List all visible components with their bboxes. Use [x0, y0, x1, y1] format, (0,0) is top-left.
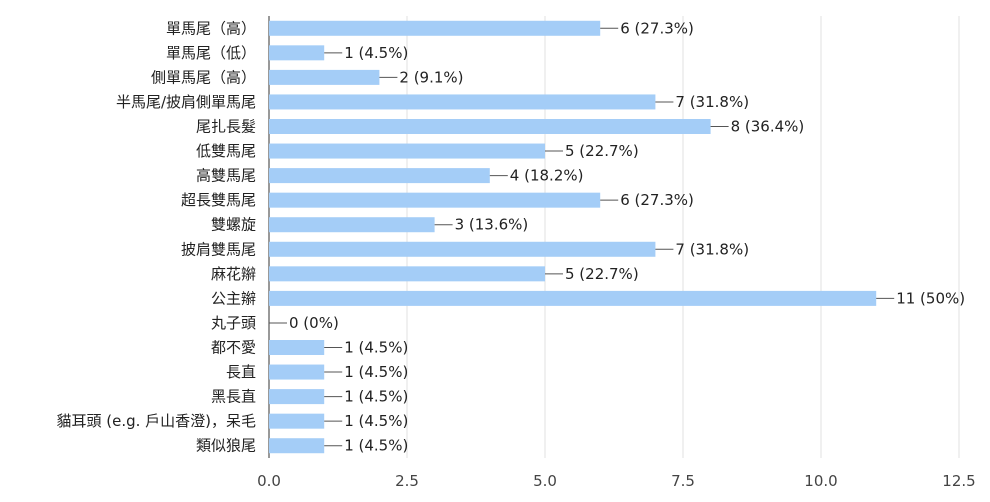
x-tick-label: 5.0: [533, 472, 557, 490]
category-label: 長直: [226, 363, 256, 381]
category-label: 半馬尾/披肩側單馬尾: [116, 93, 256, 111]
bar: [269, 143, 545, 159]
category-label: 超長雙馬尾: [181, 191, 256, 209]
bar: [269, 438, 325, 454]
data-label: 6 (27.3%): [620, 191, 694, 209]
category-label: 都不愛: [211, 339, 256, 357]
data-label: 1 (4.5%): [344, 339, 408, 357]
bar: [269, 389, 325, 405]
bar: [269, 168, 490, 184]
data-label: 11 (50%): [896, 289, 965, 307]
data-label: 1 (4.5%): [344, 412, 408, 430]
bar: [269, 413, 325, 429]
category-labels: 單馬尾（高） 單馬尾（低） 側單馬尾（高） 半馬尾/披肩側單馬尾尾扎長髮低雙馬尾高雙馬…: [56, 19, 256, 454]
category-label: 單馬尾（高）: [166, 19, 256, 37]
bar: [269, 364, 325, 380]
bar: [269, 266, 545, 282]
data-label: 7 (31.8%): [675, 93, 749, 111]
category-label: 麻花辮: [211, 265, 256, 283]
bar: [269, 192, 601, 208]
x-tick-label: 7.5: [671, 472, 695, 490]
category-label: 類似狼尾: [196, 437, 256, 455]
category-label: 公主辮: [211, 289, 256, 307]
bar: [269, 340, 325, 355]
category-label: 雙螺旋: [211, 216, 256, 234]
data-label: 5 (22.7%): [565, 142, 639, 160]
category-label: 黑長直: [211, 388, 256, 406]
x-tick-label: 0.0: [257, 472, 281, 490]
bar: [269, 69, 380, 85]
category-label: 丸子頭: [211, 314, 256, 332]
bar: [269, 20, 601, 36]
category-label: 披肩雙馬尾: [181, 240, 256, 258]
bar: [269, 290, 877, 306]
x-tick-label: 10.0: [804, 472, 837, 490]
x-tick-label: 2.5: [395, 472, 419, 490]
bar: [269, 94, 656, 110]
data-label: 8 (36.4%): [731, 118, 805, 136]
data-label: 1 (4.5%): [344, 388, 408, 406]
x-tick-label: 12.5: [942, 472, 975, 490]
bar: [269, 217, 435, 233]
data-label: 4 (18.2%): [510, 167, 584, 185]
data-label: 1 (4.5%): [344, 44, 408, 62]
x-axis-ticks: 0.0 2.5 5.0 7.5 10.0 12.5: [257, 472, 976, 490]
gridlines: [268, 16, 960, 458]
category-label: 低雙馬尾: [196, 142, 256, 160]
data-label: 1 (4.5%): [344, 437, 408, 455]
data-label: 6 (27.3%): [620, 19, 694, 37]
data-label: 0 (0%): [289, 314, 339, 332]
bar: [269, 119, 711, 134]
data-label: 3 (13.6%): [455, 216, 529, 234]
category-label: 高雙馬尾: [196, 167, 256, 185]
data-label: 1 (4.5%): [344, 363, 408, 381]
bar: [269, 241, 656, 257]
category-label: 貓耳頭 (e.g. 戶山香澄)，呆毛: [56, 412, 256, 430]
category-label: 單馬尾（低）: [166, 44, 256, 62]
data-label: 5 (22.7%): [565, 265, 639, 283]
bar: [269, 45, 325, 61]
category-label: 尾扎長髮: [196, 118, 256, 136]
bars: [269, 20, 877, 454]
category-label: 側單馬尾（高）: [151, 68, 256, 86]
data-label: 7 (31.8%): [675, 240, 749, 258]
data-labels: 6 (27.3%) 1 (4.5%) 2 (9.1%) 7 (31.8%) 8 (36.…: [269, 19, 965, 455]
data-label: 2 (9.1%): [399, 68, 463, 86]
